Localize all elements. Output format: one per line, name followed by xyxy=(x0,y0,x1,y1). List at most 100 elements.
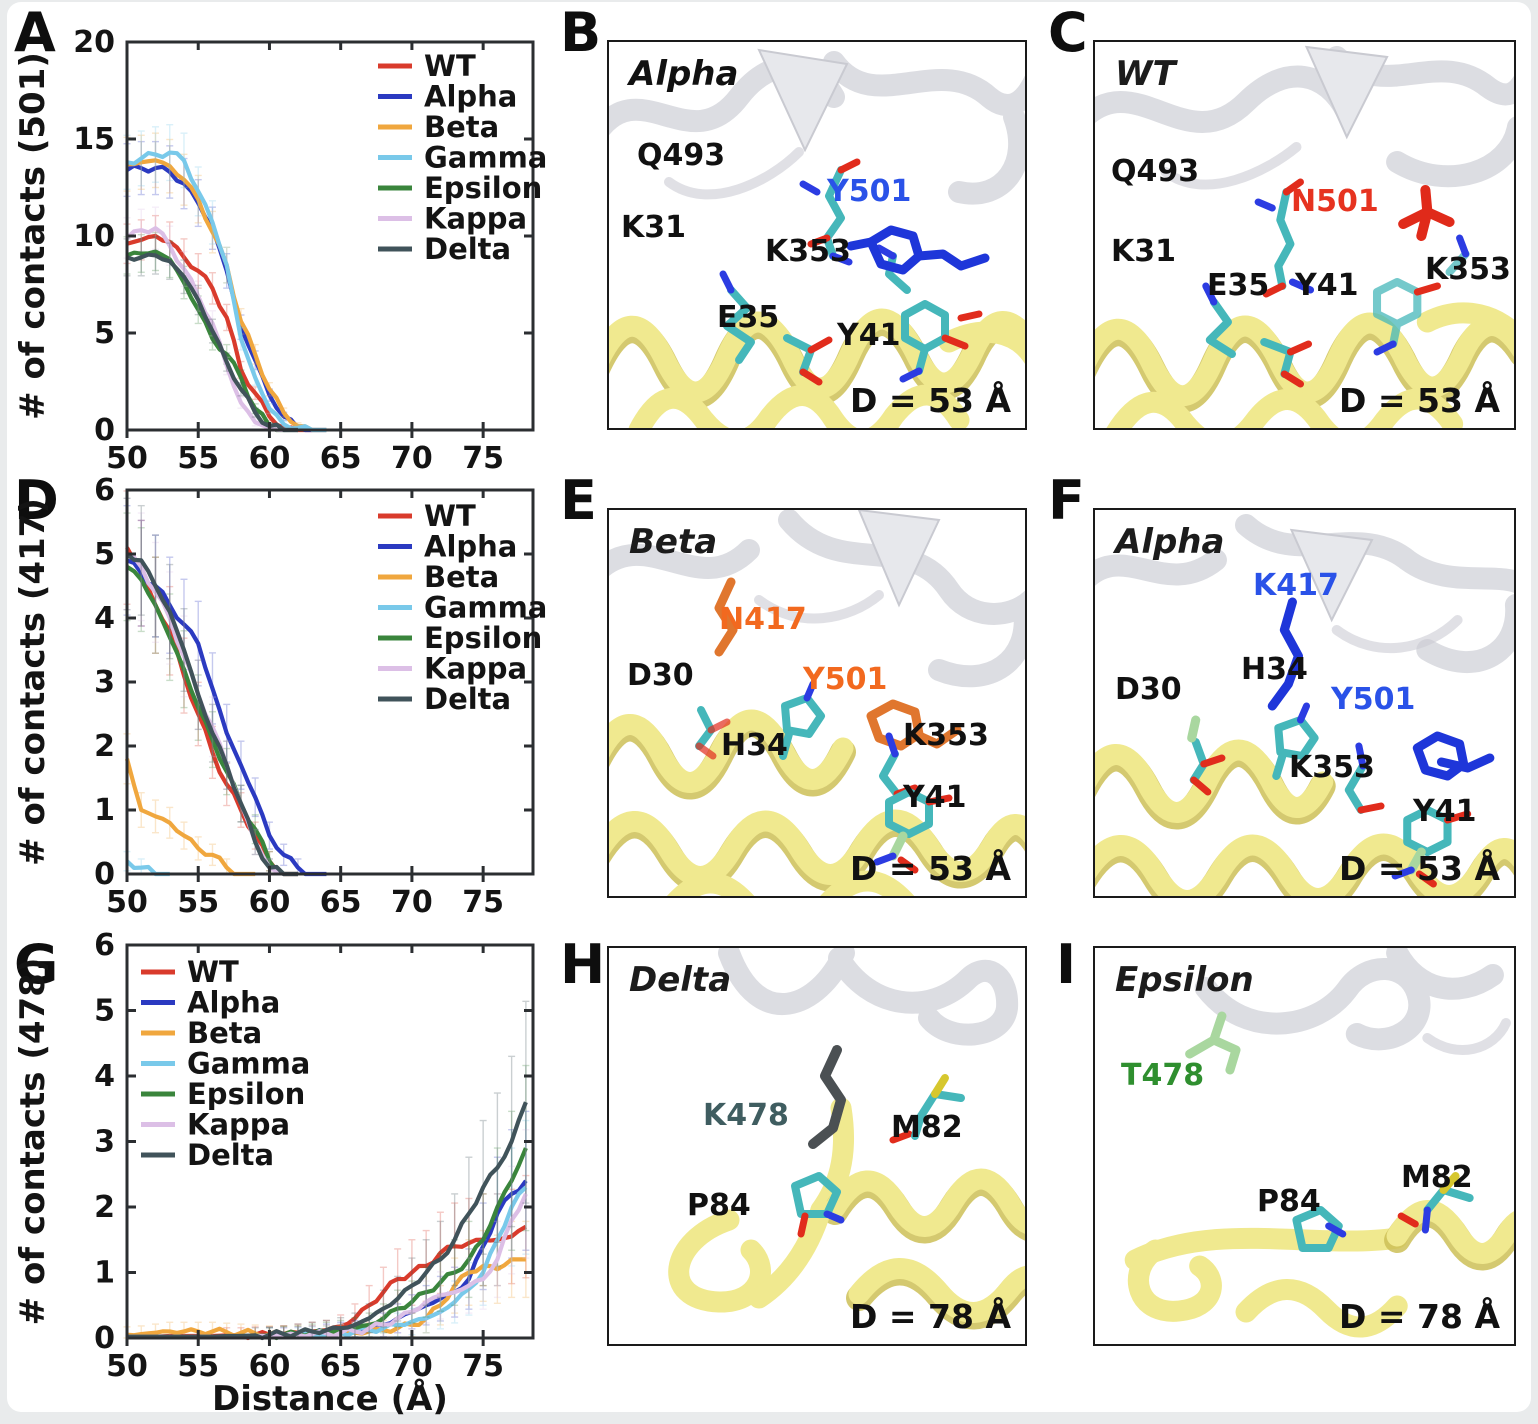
molecular-scene-beta-417 xyxy=(609,510,1025,896)
panel-c-structure: WT Q493 N501 K31 E35 Y41 K353 D = 53 Å xyxy=(1093,40,1516,430)
residue-label-h34: H34 xyxy=(1241,652,1308,687)
y-tick-label: 20 xyxy=(73,25,115,60)
legend-label: Gamma xyxy=(424,591,547,625)
chart-contacts-478: 50 55 60 65 70 75 0 1 2 3 4 5 6 # of contacts (478) Di… xyxy=(13,930,535,1419)
series-Alpha xyxy=(126,558,327,877)
legend-label: Epsilon xyxy=(424,171,542,205)
panel-letter-i: I xyxy=(1056,933,1077,996)
variant-label: Alpha xyxy=(629,54,739,94)
residue-label-k353: K353 xyxy=(1289,750,1375,785)
residue-label-n501: N501 xyxy=(1291,184,1379,219)
residue-label-y501: Y501 xyxy=(827,174,912,209)
residue-label-p84: P84 xyxy=(1257,1184,1321,1219)
y-tick-label: 3 xyxy=(94,665,115,700)
residue-label-k353: K353 xyxy=(903,718,989,753)
y-axis-title: # of contacts (501) xyxy=(13,52,53,420)
errorbars-Delta xyxy=(123,497,273,875)
x-tick-label: 55 xyxy=(177,441,219,470)
y-tick-label: 2 xyxy=(94,729,115,764)
y-tick-label: 3 xyxy=(94,1125,115,1160)
molecular-scene-epsilon-478 xyxy=(1124,948,1514,1338)
residue-label-k353: K353 xyxy=(1425,252,1511,287)
x-tick-label: 70 xyxy=(391,1349,433,1384)
panel-letter-e: E xyxy=(560,469,597,532)
residue-label-y41: Y41 xyxy=(837,318,901,353)
variant-label: Alpha xyxy=(1115,522,1225,562)
x-tick-label: 50 xyxy=(106,1349,148,1384)
x-tick-label: 60 xyxy=(249,885,291,920)
distance-annotation: D = 53 Å xyxy=(850,849,1011,888)
x-tick-label: 75 xyxy=(462,1349,504,1384)
x-tick-label: 70 xyxy=(391,885,433,920)
x-tick-label: 70 xyxy=(391,441,433,470)
panel-i-structure: Epsilon T478 P84 M82 D = 78 Å xyxy=(1093,946,1516,1346)
panel-letter-h: H xyxy=(560,933,606,996)
legend-label: Gamma xyxy=(424,141,547,175)
x-tick-label: 65 xyxy=(320,885,362,920)
series-Epsilon xyxy=(125,565,298,877)
panel-letter-g: G xyxy=(14,933,59,996)
panel-letter-b: B xyxy=(560,1,602,64)
series-Beta xyxy=(124,758,256,877)
chart-contacts-501: 50 55 60 65 70 75 0 5 10 15 20 # of contacts (501) W… xyxy=(13,25,547,470)
series-WT xyxy=(126,233,313,433)
residue-label-n417: N417 xyxy=(719,602,807,637)
residue-label-y41: Y41 xyxy=(1413,794,1477,829)
residue-label-q493: Q493 xyxy=(1111,154,1200,189)
panel-letter-c: C xyxy=(1048,1,1088,64)
legend-label: Alpha xyxy=(424,80,517,114)
legend-label: WT xyxy=(187,955,239,989)
legend-label: Gamma xyxy=(187,1047,310,1081)
residue-label-k353: K353 xyxy=(765,234,851,269)
legend-label: Delta xyxy=(424,232,511,266)
residue-label-y501: Y501 xyxy=(803,662,888,697)
residue-label-k31: K31 xyxy=(621,210,686,245)
legend-label: Kappa xyxy=(187,1108,290,1142)
panel-letter-a: A xyxy=(14,1,56,64)
panel-letter-d: D xyxy=(14,469,59,532)
x-tick-label: 60 xyxy=(249,1349,291,1384)
residue-label-m82: M82 xyxy=(891,1110,963,1145)
variant-label: Beta xyxy=(629,522,718,562)
residue-label-q493: Q493 xyxy=(637,138,726,173)
distance-annotation: D = 78 Å xyxy=(850,1297,1011,1336)
series-Beta xyxy=(126,158,327,433)
residue-label-t478: T478 xyxy=(1121,1058,1205,1093)
legend-label: Delta xyxy=(424,682,511,716)
y-tick-label: 4 xyxy=(94,1059,115,1094)
residue-label-y501: Y501 xyxy=(1331,682,1416,717)
residue-label-m82: M82 xyxy=(1401,1160,1473,1195)
y-tick-label: 5 xyxy=(94,537,115,572)
residue-label-d30: D30 xyxy=(1115,672,1182,707)
y-axis-title: # of contacts (478) xyxy=(13,958,53,1326)
y-tick-label: 15 xyxy=(73,122,115,157)
residue-label-k31: K31 xyxy=(1111,234,1176,269)
legend-label: WT xyxy=(424,49,476,83)
y-tick-label: 1 xyxy=(94,1256,115,1291)
variant-label: WT xyxy=(1115,54,1176,94)
legend-label: Epsilon xyxy=(424,621,542,655)
legend-label: Epsilon xyxy=(187,1077,305,1111)
variant-label: Delta xyxy=(629,960,732,1000)
y-tick-label: 6 xyxy=(94,473,115,508)
y-tick-label: 5 xyxy=(94,316,115,351)
x-tick-label: 50 xyxy=(106,441,148,470)
distance-annotation: D = 53 Å xyxy=(850,381,1011,420)
series-Gamma xyxy=(125,859,170,877)
panel-h-structure: Delta K478 M82 P84 D = 78 Å xyxy=(607,946,1027,1346)
y-tick-label: 0 xyxy=(94,413,115,448)
residue-label-p84: P84 xyxy=(687,1188,751,1223)
x-tick-label: 55 xyxy=(177,885,219,920)
legend-label: Beta xyxy=(424,110,499,144)
distance-annotation: D = 78 Å xyxy=(1339,1297,1500,1336)
legend-label: Kappa xyxy=(424,652,527,686)
variant-label: Epsilon xyxy=(1115,960,1254,1000)
molecular-scene-alpha-501 xyxy=(609,48,1025,428)
y-axis-title: # of contacts (417) xyxy=(13,498,53,866)
y-tick-label: 6 xyxy=(94,930,115,963)
residue-label-k478: K478 xyxy=(703,1098,789,1133)
x-tick-label: 50 xyxy=(106,885,148,920)
legend-label: Alpha xyxy=(187,986,280,1020)
panel-f-structure: Alpha K417 H34 D30 Y501 K353 Y41 D = 53 … xyxy=(1093,508,1516,898)
panel-b-structure: Alpha Q493 K31 Y501 K353 E35 Y41 D = 53 … xyxy=(607,40,1027,430)
